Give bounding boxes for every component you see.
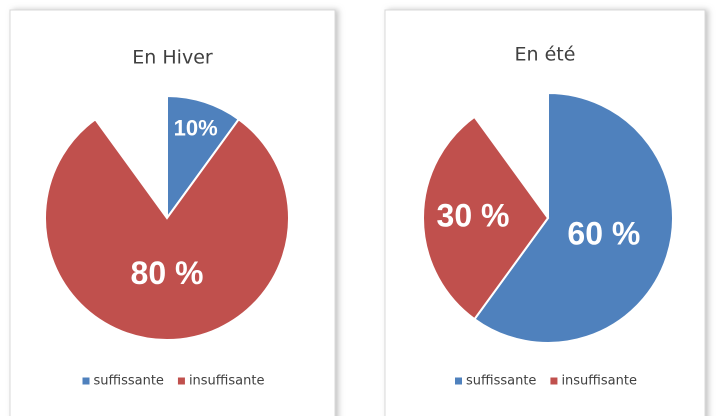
value-label: 10% [174, 116, 218, 141]
chart-title: En été [515, 44, 576, 66]
value-label: 60 % [567, 216, 640, 252]
legend-swatch [177, 377, 185, 385]
pie-slice [473, 91, 674, 344]
legend-swatch [550, 377, 558, 385]
legend-label: insuffisante [561, 374, 637, 389]
pie-slice [44, 117, 290, 341]
value-label: 30 % [437, 197, 510, 233]
legend-label: insuffisante [189, 374, 265, 389]
legend-swatch [82, 377, 90, 385]
pie-slice [422, 115, 550, 321]
pie-slice [166, 94, 241, 222]
value-label: 80 % [131, 255, 204, 291]
legend-label: suffissante [466, 374, 536, 389]
legend-label: suffissante [94, 374, 164, 389]
legend-swatch [455, 377, 462, 385]
chart-title: En Hiver [132, 47, 213, 69]
